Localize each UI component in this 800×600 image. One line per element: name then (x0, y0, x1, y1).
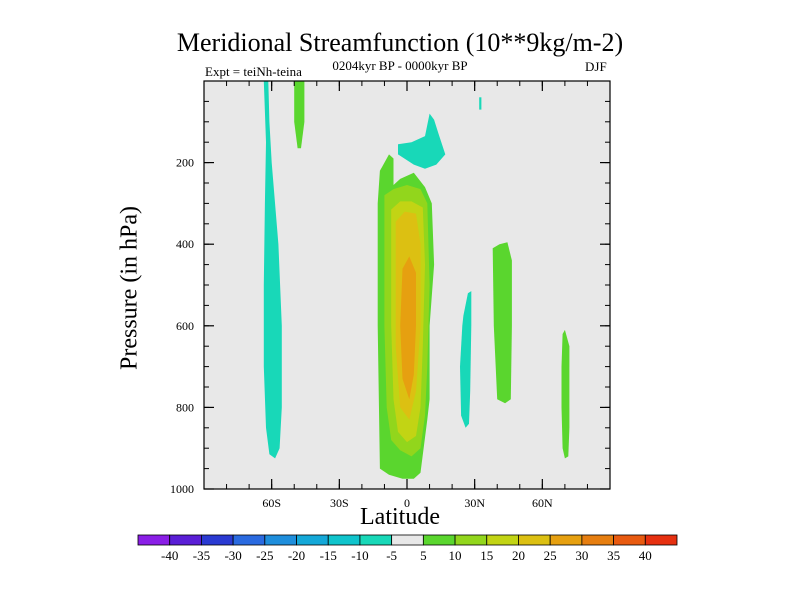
x-tick-label: 60S (262, 496, 281, 510)
x-tick-label: 60N (532, 496, 553, 510)
colorbar-label: 15 (480, 548, 493, 563)
colorbar-swatch (201, 534, 234, 546)
colorbar-label: -40 (161, 548, 178, 563)
colorbar-label: 30 (575, 548, 588, 563)
y-tick-label: 200 (176, 156, 194, 170)
colorbar-swatch (327, 534, 361, 546)
y-tick-label: 600 (176, 319, 194, 333)
colorbar-label: -5 (386, 548, 397, 563)
colorbar-swatch (169, 534, 202, 546)
colorbar-swatch (454, 534, 488, 546)
colorbar-swatch (422, 534, 456, 546)
contour-regions (204, 81, 610, 489)
experiment-label: Expt = teiNh-teina (205, 64, 302, 79)
colorbar-label: 40 (639, 548, 652, 563)
colorbar-label: -25 (256, 548, 273, 563)
colorbar-swatch (581, 534, 614, 546)
season-label: DJF (585, 59, 607, 74)
colorbar-label: -35 (193, 548, 210, 563)
y-tick-label: 1000 (170, 482, 194, 496)
colorbar-swatch (137, 534, 171, 546)
colorbar-swatch (644, 534, 678, 546)
contour-pos-strip-50s (294, 81, 305, 149)
colorbar-swatch (518, 534, 551, 546)
colorbar-label: -10 (351, 548, 368, 563)
colorbar: -40 -35 -30 -25 -20 -15 -10 -5 5 10 15 20 25 30 35 40 (137, 534, 678, 563)
colorbar-label: -15 (320, 548, 337, 563)
colorbar-swatch (549, 534, 583, 546)
x-tick-label: 30N (464, 496, 485, 510)
colorbar-label: 25 (544, 548, 557, 563)
colorbar-label: 5 (420, 548, 427, 563)
colorbar-swatch (359, 534, 393, 546)
x-tick-label: 0 (404, 496, 410, 510)
y-tick-label: 800 (176, 400, 194, 414)
colorbar-label: 20 (512, 548, 525, 563)
colorbar-swatch (613, 534, 646, 546)
colorbar-swatch (486, 534, 519, 546)
x-tick-label: 30S (330, 496, 349, 510)
colorbar-label: 10 (449, 548, 462, 563)
contour-neg-band-25n (460, 291, 472, 428)
colorbar-swatch (232, 534, 266, 546)
contour-neg-patch-upper-eq (398, 113, 446, 169)
colorbar-label: -30 (224, 548, 241, 563)
contour-neg-band-60s (263, 81, 282, 459)
colorbar-swatch (264, 534, 297, 546)
chart-subtitle: 0204kyr BP - 0000kyr BP (332, 58, 468, 73)
colorbar-swatch (391, 534, 424, 546)
contour-neg-dot-33n (479, 97, 482, 110)
colorbar-label: 35 (607, 548, 620, 563)
y-tick-label: 400 (176, 237, 194, 251)
chart-title: Meridional Streamfunction (10**9kg/m-2) (176, 28, 624, 57)
contour-pos-band-71n (561, 329, 570, 459)
contour-pos-main-cell-25 (400, 256, 416, 400)
x-axis-label: Latitude (360, 504, 440, 530)
colorbar-swatch (296, 534, 329, 546)
plot-axes: 60S 30S 0 30N 60N 200 400 600 800 1000 (170, 80, 611, 510)
colorbar-label: -20 (288, 548, 305, 563)
contour-pos-band-43n (492, 242, 512, 404)
